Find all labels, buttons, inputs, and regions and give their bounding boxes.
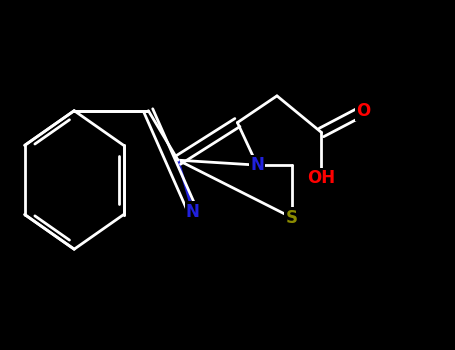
Text: N: N [186,203,200,220]
Text: OH: OH [308,169,335,187]
Text: S: S [286,209,298,226]
Text: O: O [356,102,370,120]
Text: N: N [250,156,264,174]
